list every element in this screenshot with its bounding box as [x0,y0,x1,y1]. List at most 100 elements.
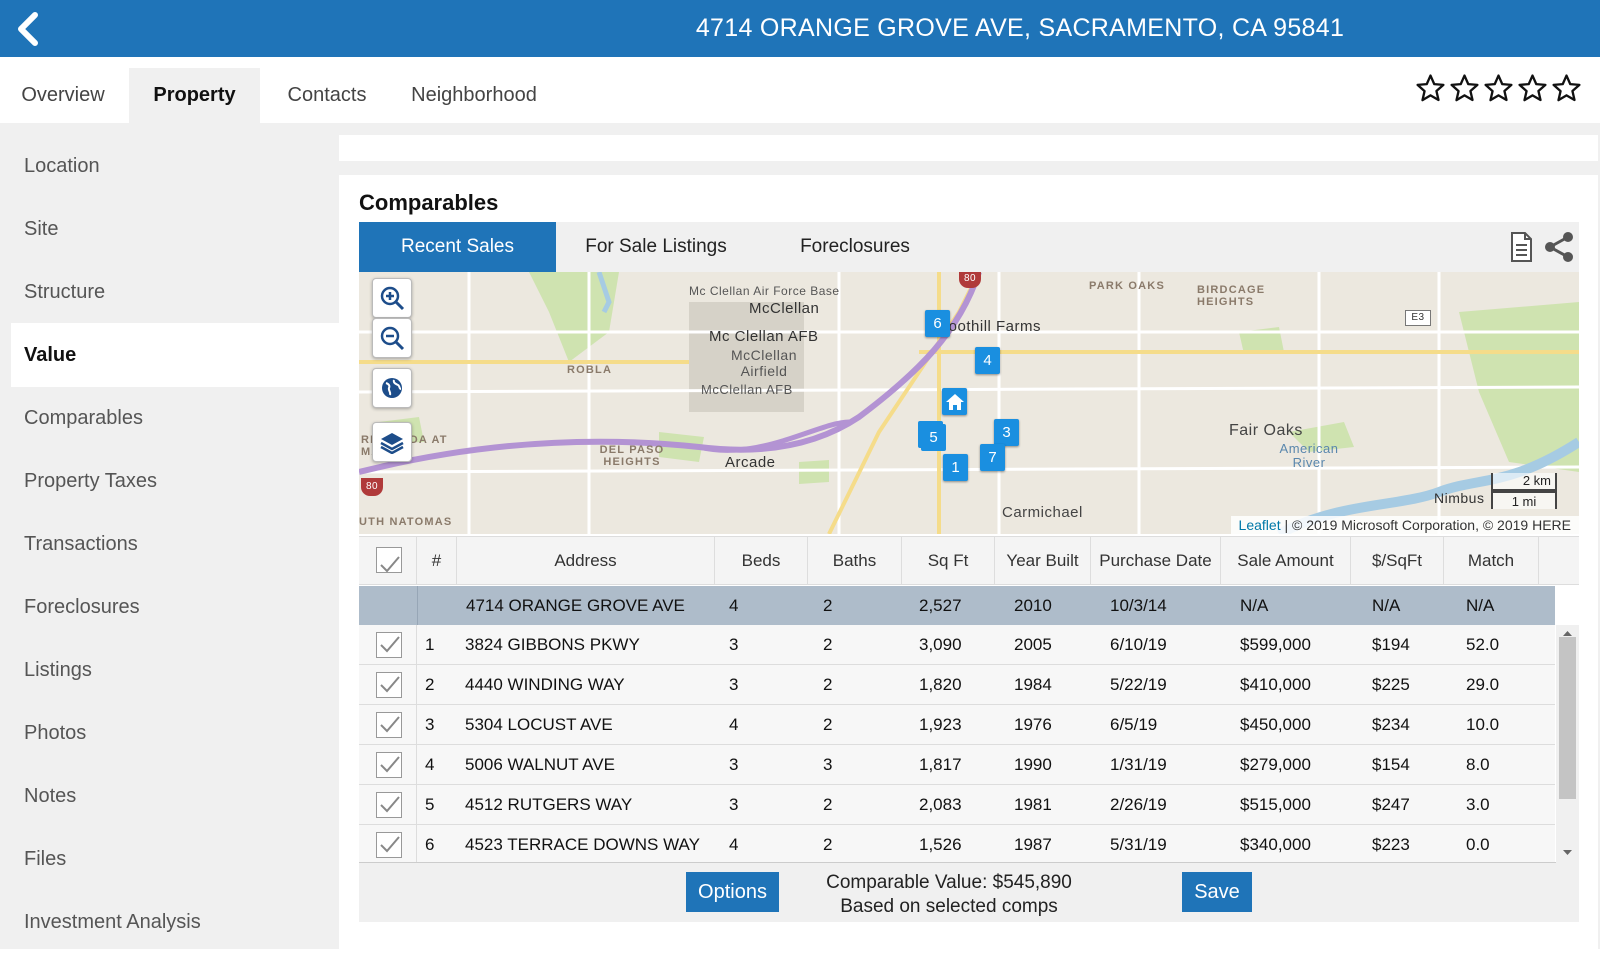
zoom-in-button[interactable] [372,278,412,318]
subject-property-row: 4714 ORANGE GROVE AVE 4 2 2,527 2010 10/… [359,586,1555,625]
sidebar-item-foreclosures[interactable]: Foreclosures [24,596,140,618]
map-marker-1[interactable]: 1 [943,454,968,481]
star-icon[interactable] [1551,73,1582,104]
map-marker-5[interactable]: 5 [921,424,946,451]
col-address[interactable]: Address [457,537,715,585]
map-marker-4[interactable]: 4 [975,347,1000,374]
sidebar-item-investment-analysis[interactable]: Investment Analysis [24,911,201,933]
sidebar-item-photos[interactable]: Photos [24,722,87,744]
star-icon[interactable] [1449,73,1480,104]
col-sqft[interactable]: Sq Ft [902,537,995,585]
check-icon [380,756,400,773]
page-title: 4714 ORANGE GROVE AVE, SACRAMENTO, CA 95… [695,14,1345,42]
row-address: 5006 WALNUT AVE [465,755,615,774]
tab-property[interactable]: Property [129,68,260,123]
subject-price-per-sqft: N/A [1372,596,1401,615]
row-sqft: 1,526 [919,835,962,854]
map-marker-7[interactable]: 7 [980,444,1005,471]
table-row[interactable]: 5 4512 RUTGERS WAY 3 2 2,083 1981 2/26/1… [359,785,1555,825]
sidebar-item-listings[interactable]: Listings [24,659,92,681]
row-purchase-date: 2/26/19 [1110,795,1167,814]
row-purchase-date: 5/22/19 [1110,675,1167,694]
sidebar-item-files[interactable]: Files [24,848,67,870]
row-sale-amount: $599,000 [1240,635,1311,654]
row-address: 3824 GIBBONS PKWY [465,635,640,654]
sidebar-item-notes[interactable]: Notes [24,785,77,807]
map-label-fair-oaks: Fair Oaks [1229,422,1303,439]
row-checkbox[interactable] [376,712,402,738]
scroll-up-icon[interactable] [1562,629,1573,637]
tab-contacts[interactable]: Contacts [287,84,367,106]
comparables-tabs: Recent Sales For Sale Listings Foreclosu… [359,222,1579,272]
zoom-out-button[interactable] [372,318,412,358]
select-all-checkbox[interactable] [376,547,402,573]
map-attribution: Leaflet | © 2019 Microsoft Corporation, … [1230,516,1579,534]
row-purchase-date: 6/10/19 [1110,635,1167,654]
table-row[interactable]: 3 5304 LOCUST AVE 4 2 1,923 1976 6/5/19 … [359,705,1555,745]
scale-mi: 1 mi [1491,491,1557,509]
table-row[interactable]: 4 5006 WALNUT AVE 3 3 1,817 1990 1/31/19… [359,745,1555,785]
tab-recent-sales[interactable]: Recent Sales [359,222,556,272]
options-button[interactable]: Options [686,872,779,912]
row-divider [417,586,418,625]
row-number: 5 [425,795,435,814]
comparables-map[interactable]: Mc Clellan Air Force Base McClellan Mc C… [359,272,1579,534]
col-beds[interactable]: Beds [715,537,808,585]
subject-address: 4714 ORANGE GROVE AVE [466,596,685,615]
tab-foreclosures[interactable]: Foreclosures [800,236,910,257]
sidebar-item-comparables[interactable]: Comparables [24,407,143,429]
star-icon[interactable] [1483,73,1514,104]
document-icon[interactable] [1504,230,1538,264]
layers-button[interactable] [372,422,412,462]
check-icon [380,836,400,853]
row-address: 5304 LOCUST AVE [465,715,613,734]
map-marker-6[interactable]: 6 [925,310,950,337]
sidebar-item-structure[interactable]: Structure [24,281,106,303]
globe-button[interactable] [372,368,412,408]
row-select-cell [359,625,417,664]
sidebar-item-property-taxes[interactable]: Property Taxes [24,470,158,492]
table-row[interactable]: 1 3824 GIBBONS PKWY 3 2 3,090 2005 6/10/… [359,625,1555,665]
col-baths[interactable]: Baths [808,537,902,585]
row-checkbox[interactable] [376,632,402,658]
row-checkbox[interactable] [376,832,402,858]
map-marker-3[interactable]: 3 [994,419,1019,446]
row-select-cell [359,705,417,744]
sidebar-item-site[interactable]: Site [24,218,59,240]
scroll-thumb[interactable] [1559,637,1576,799]
row-checkbox[interactable] [376,752,402,778]
chevron-left-icon [18,12,38,46]
row-price-per-sqft: $225 [1372,675,1410,694]
table-row[interactable]: 2 4440 WINDING WAY 3 2 1,820 1984 5/22/1… [359,665,1555,705]
save-button[interactable]: Save [1182,872,1252,912]
star-icon[interactable] [1517,73,1548,104]
table-row[interactable]: 6 4523 TERRACE DOWNS WAY 4 2 1,526 1987 … [359,825,1555,862]
star-icon[interactable] [1415,73,1446,104]
col-year-built[interactable]: Year Built [995,537,1091,585]
table-scrollbar[interactable] [1556,625,1579,863]
map-scale: 2 km 1 mi [1491,473,1557,509]
sidebar-item-value[interactable]: Value [11,323,339,387]
tab-neighborhood[interactable]: Neighborhood [411,84,537,106]
col-number[interactable]: # [417,537,457,585]
tab-overview[interactable]: Overview [21,84,105,106]
row-match: 3.0 [1466,795,1490,814]
row-beds: 3 [729,675,739,694]
row-checkbox[interactable] [376,672,402,698]
share-icon[interactable] [1542,230,1576,264]
col-purchase-date[interactable]: Purchase Date [1091,537,1221,585]
subject-property-marker[interactable] [942,388,967,415]
back-button[interactable] [8,10,48,48]
col-match[interactable]: Match [1444,537,1539,585]
sidebar-item-transactions[interactable]: Transactions [24,533,138,555]
sidebar-item-location[interactable]: Location [24,155,100,177]
col-price-per-sqft[interactable]: $/SqFt [1351,537,1444,585]
scroll-down-icon[interactable] [1562,849,1573,857]
row-price-per-sqft: $247 [1372,795,1410,814]
row-sqft: 1,820 [919,675,962,694]
row-checkbox[interactable] [376,792,402,818]
leaflet-link[interactable]: Leaflet [1238,517,1281,533]
tab-for-sale-listings[interactable]: For Sale Listings [585,236,727,257]
col-sale-amount[interactable]: Sale Amount [1221,537,1351,585]
row-baths: 2 [823,715,833,734]
